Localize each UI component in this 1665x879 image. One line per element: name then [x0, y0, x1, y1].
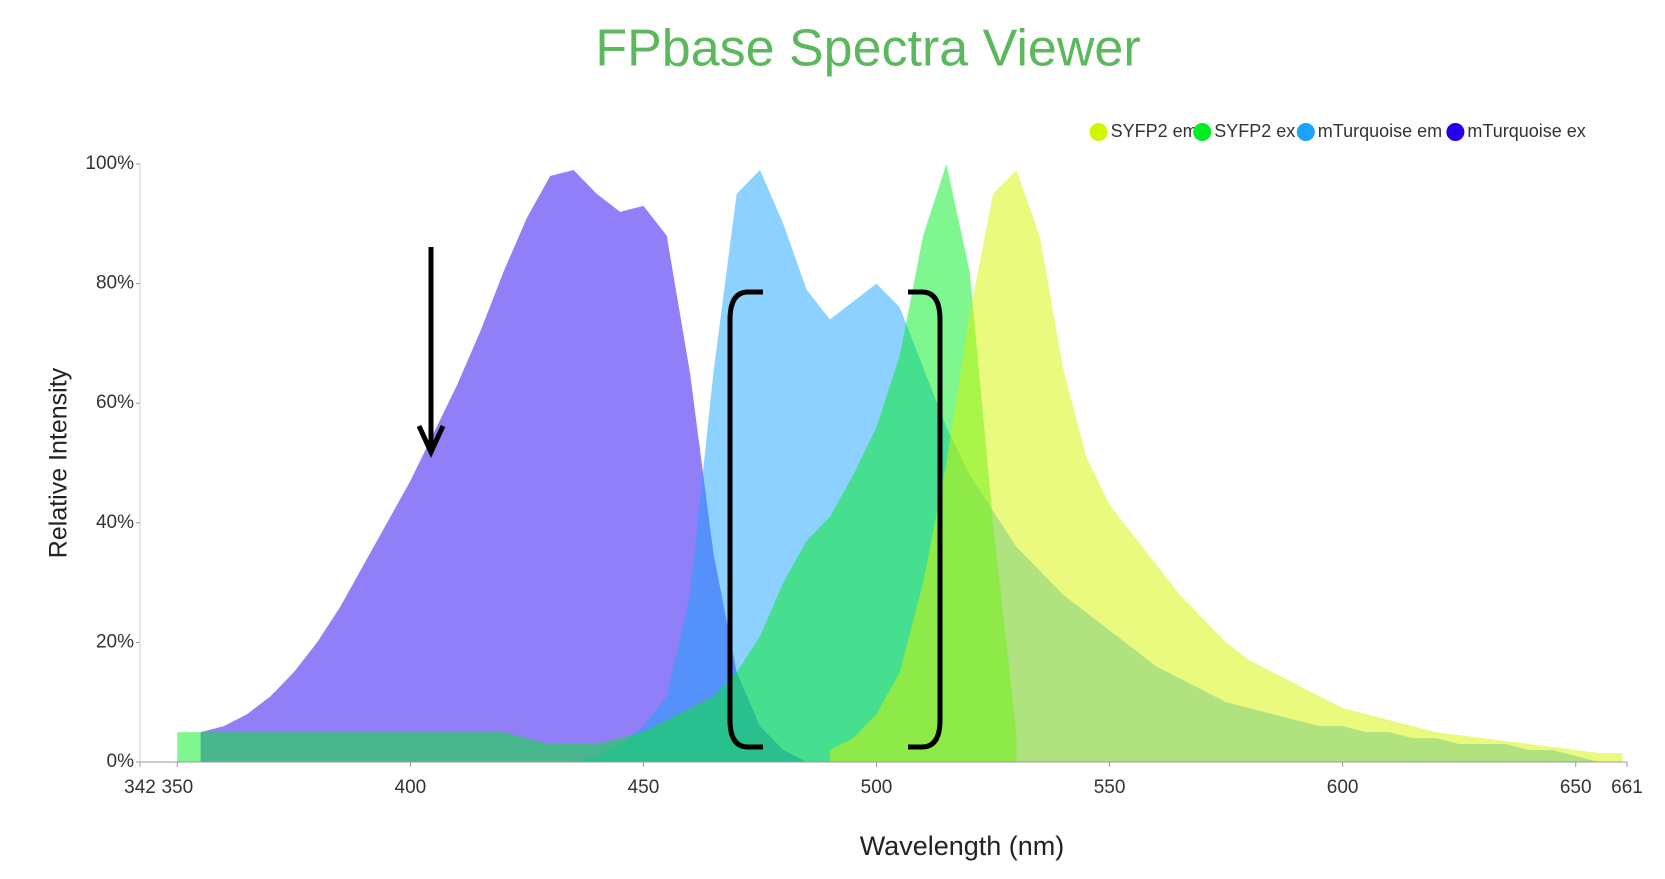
x-tick-label: 350: [161, 777, 193, 798]
y-tick-label: 20%: [96, 631, 134, 652]
area: [200, 169, 807, 763]
x-tick-label: 500: [861, 777, 893, 798]
x-tick-label: 400: [395, 777, 427, 798]
annotations: [416, 247, 943, 750]
legend-swatch: [1446, 123, 1465, 141]
y-axis-label: Relative Intensity: [45, 367, 73, 558]
chart-title: FPbase Spectra Viewer: [595, 20, 1140, 78]
legend-label: mTurquoise em: [1318, 121, 1442, 141]
y-tick-label: 40%: [96, 512, 134, 533]
x-tick-label: 600: [1327, 777, 1359, 798]
y-tick-label: 0%: [107, 751, 135, 772]
legend-swatch: [1193, 123, 1212, 141]
x-tick-label: 450: [628, 777, 660, 798]
x-tick-label: 661: [1611, 777, 1643, 798]
area: [177, 164, 1017, 762]
y-tick-label: 80%: [96, 273, 134, 294]
legend-label: SYFP2 ex: [1214, 121, 1295, 141]
y-tick-label: 60%: [96, 392, 134, 413]
x-axis-label: Wavelength (nm): [860, 831, 1065, 861]
x-tick-label: 650: [1560, 777, 1592, 798]
bracket-right: [908, 289, 943, 750]
legend-label: mTurquoise ex: [1467, 121, 1585, 141]
x-tick-label: 342: [124, 777, 156, 798]
legend-label: SYFP2 em: [1111, 121, 1198, 141]
x-tick-label: 550: [1094, 777, 1126, 798]
legend-swatch: [1296, 123, 1315, 141]
legend-swatch: [1089, 123, 1108, 141]
arrow-head: [416, 424, 446, 458]
bracket-left: [727, 289, 763, 750]
plot: [177, 164, 1623, 763]
area: [829, 169, 1623, 763]
y-tick-label: 100%: [85, 153, 134, 174]
